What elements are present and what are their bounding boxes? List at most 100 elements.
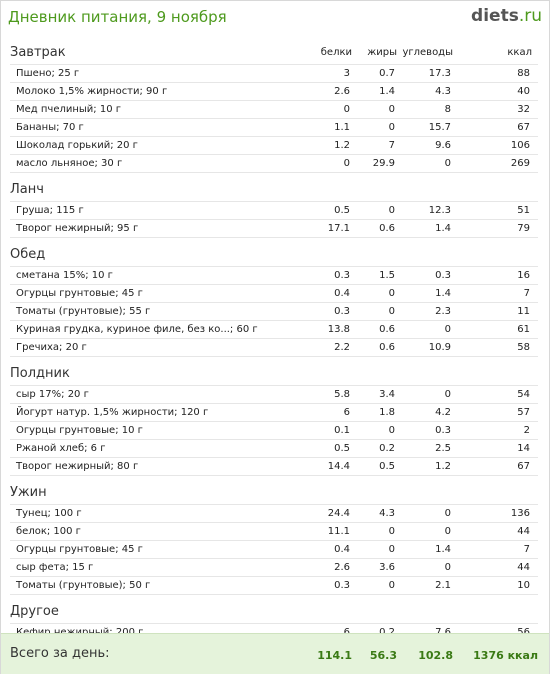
food-protein: 24.4 — [327, 508, 350, 519]
food-kcal: 10 — [517, 580, 530, 591]
food-carbs: 10.9 — [428, 342, 451, 353]
food-name: сыр 17%; 20 г — [16, 389, 89, 400]
section-divider — [10, 201, 538, 202]
food-kcal: 269 — [510, 158, 530, 169]
food-carbs: 7.6 — [435, 624, 451, 641]
food-fat: 1.4 — [379, 86, 395, 97]
food-row: Творог нежирный; 80 г 14.4 0.5 1.2 67 — [10, 458, 538, 476]
food-kcal: 11 — [517, 306, 530, 317]
food-name: Гречиха; 20 г — [16, 342, 87, 353]
food-row: масло льняное; 30 г 0 29.9 0 269 — [10, 155, 538, 173]
logo-tld: .ru — [518, 6, 542, 26]
food-protein: 0.1 — [334, 425, 350, 436]
food-kcal: 67 — [517, 461, 530, 472]
food-carbs: 1.4 — [435, 223, 451, 234]
food-carbs: 15.7 — [428, 122, 451, 133]
column-header-carbs: углеводы — [402, 47, 453, 58]
food-kcal: 2 — [523, 425, 530, 436]
food-carbs: 17.3 — [428, 68, 451, 79]
total-protein: 114.1 — [317, 649, 352, 662]
food-fat: 1.8 — [379, 407, 395, 418]
food-fat: 0 — [388, 544, 395, 555]
food-fat: 0 — [388, 122, 395, 133]
food-kcal: 16 — [517, 270, 530, 281]
food-kcal: 79 — [517, 223, 530, 234]
food-fat: 0 — [388, 104, 395, 115]
food-protein: 2.6 — [334, 86, 350, 97]
food-row: сметана 15%; 10 г 0.3 1.5 0.3 16 — [10, 267, 538, 285]
food-row: Огурцы грунтовые; 45 г 0.4 0 1.4 7 — [10, 285, 538, 303]
total-fat: 56.3 — [369, 649, 397, 662]
food-row: Огурцы грунтовые; 45 г 0.4 0 1.4 7 — [10, 541, 538, 559]
section-heading: Ланч — [10, 182, 44, 197]
food-row: Йогурт натур. 1,5% жирности; 120 г 6 1.8 4.… — [10, 404, 538, 422]
food-fat: 0.2 — [379, 443, 395, 454]
food-row: Груша; 115 г 0.5 0 12.3 51 — [10, 202, 538, 220]
section-heading: Ужин — [10, 485, 47, 500]
food-kcal: 51 — [517, 205, 530, 216]
food-carbs: 1.4 — [435, 288, 451, 299]
food-carbs: 2.3 — [435, 306, 451, 317]
food-protein: 1.1 — [334, 122, 350, 133]
food-row: Огурцы грунтовые; 10 г 0.1 0 0.3 2 — [10, 422, 538, 440]
food-name: Тунец; 100 г — [16, 508, 82, 519]
section-divider — [10, 64, 538, 65]
logo-main: diets — [471, 6, 519, 26]
food-protein: 2.2 — [334, 342, 350, 353]
food-row: Молоко 1,5% жирности; 90 г 2.6 1.4 4.3 40 — [10, 83, 538, 101]
food-name: Мед пчелиный; 10 г — [16, 104, 121, 115]
food-carbs: 0 — [444, 324, 451, 335]
food-carbs: 9.6 — [435, 140, 451, 151]
total-label: Всего за день: — [10, 646, 110, 661]
food-protein: 0.3 — [334, 580, 350, 591]
food-name: Пшено; 25 г — [16, 68, 80, 79]
food-fat: 4.3 — [379, 508, 395, 519]
food-kcal: 14 — [517, 443, 530, 454]
site-logo[interactable]: diets.ru — [471, 6, 542, 26]
food-kcal: 106 — [510, 140, 530, 151]
food-fat: 0.6 — [379, 223, 395, 234]
food-row: Гречиха; 20 г 2.2 0.6 10.9 58 — [10, 339, 538, 357]
food-row: белок; 100 г 11.1 0 0 44 — [10, 523, 538, 541]
food-name: Груша; 115 г — [16, 205, 84, 216]
food-carbs: 0.3 — [435, 425, 451, 436]
daily-total: Всего за день: 114.1 56.3 102.8 1376 кка… — [1, 633, 549, 674]
food-protein: 0.4 — [334, 288, 350, 299]
food-fat: 3.4 — [379, 389, 395, 400]
food-kcal: 56 — [517, 624, 530, 641]
food-protein: 6 — [344, 624, 350, 641]
food-protein: 0.3 — [334, 306, 350, 317]
food-row: Бананы; 70 г 1.1 0 15.7 67 — [10, 119, 538, 137]
food-protein: 13.8 — [327, 324, 350, 335]
food-name: Куриная грудка, куриное филе, без ко...;… — [16, 324, 258, 335]
food-row: Томаты (грунтовые); 50 г 0.3 0 2.1 10 — [10, 577, 538, 595]
food-kcal: 136 — [510, 508, 530, 519]
food-protein: 17.1 — [327, 223, 350, 234]
food-fat: 0 — [388, 580, 395, 591]
food-row: Пшено; 25 г 3 0.7 17.3 88 — [10, 65, 538, 83]
food-carbs: 1.4 — [435, 544, 451, 555]
column-header-protein: белки — [320, 47, 352, 58]
food-fat: 0.2 — [379, 624, 395, 641]
food-fat: 0 — [388, 425, 395, 436]
food-fat: 0.7 — [379, 68, 395, 79]
food-name: сметана 15%; 10 г — [16, 270, 113, 281]
food-row: Мед пчелиный; 10 г 0 0 8 32 — [10, 101, 538, 119]
food-row: Шоколад горький; 20 г 1.2 7 9.6 106 — [10, 137, 538, 155]
food-fat: 0 — [388, 526, 395, 537]
food-carbs: 0 — [444, 526, 451, 537]
food-protein: 3 — [343, 68, 350, 79]
food-protein: 6 — [343, 407, 350, 418]
section-heading: Другое — [10, 604, 59, 619]
food-row: Ржаной хлеб; 6 г 0.5 0.2 2.5 14 — [10, 440, 538, 458]
food-protein: 1.2 — [334, 140, 350, 151]
food-name: Томаты (грунтовые); 50 г — [16, 580, 151, 591]
food-fat: 0.6 — [379, 324, 395, 335]
food-row: сыр 17%; 20 г 5.8 3.4 0 54 — [10, 386, 538, 404]
section-divider — [10, 385, 538, 386]
food-kcal: 7 — [523, 544, 530, 555]
food-kcal: 44 — [517, 562, 530, 573]
food-name: Томаты (грунтовые); 55 г — [16, 306, 151, 317]
food-fat: 1.5 — [379, 270, 395, 281]
food-kcal: 44 — [517, 526, 530, 537]
